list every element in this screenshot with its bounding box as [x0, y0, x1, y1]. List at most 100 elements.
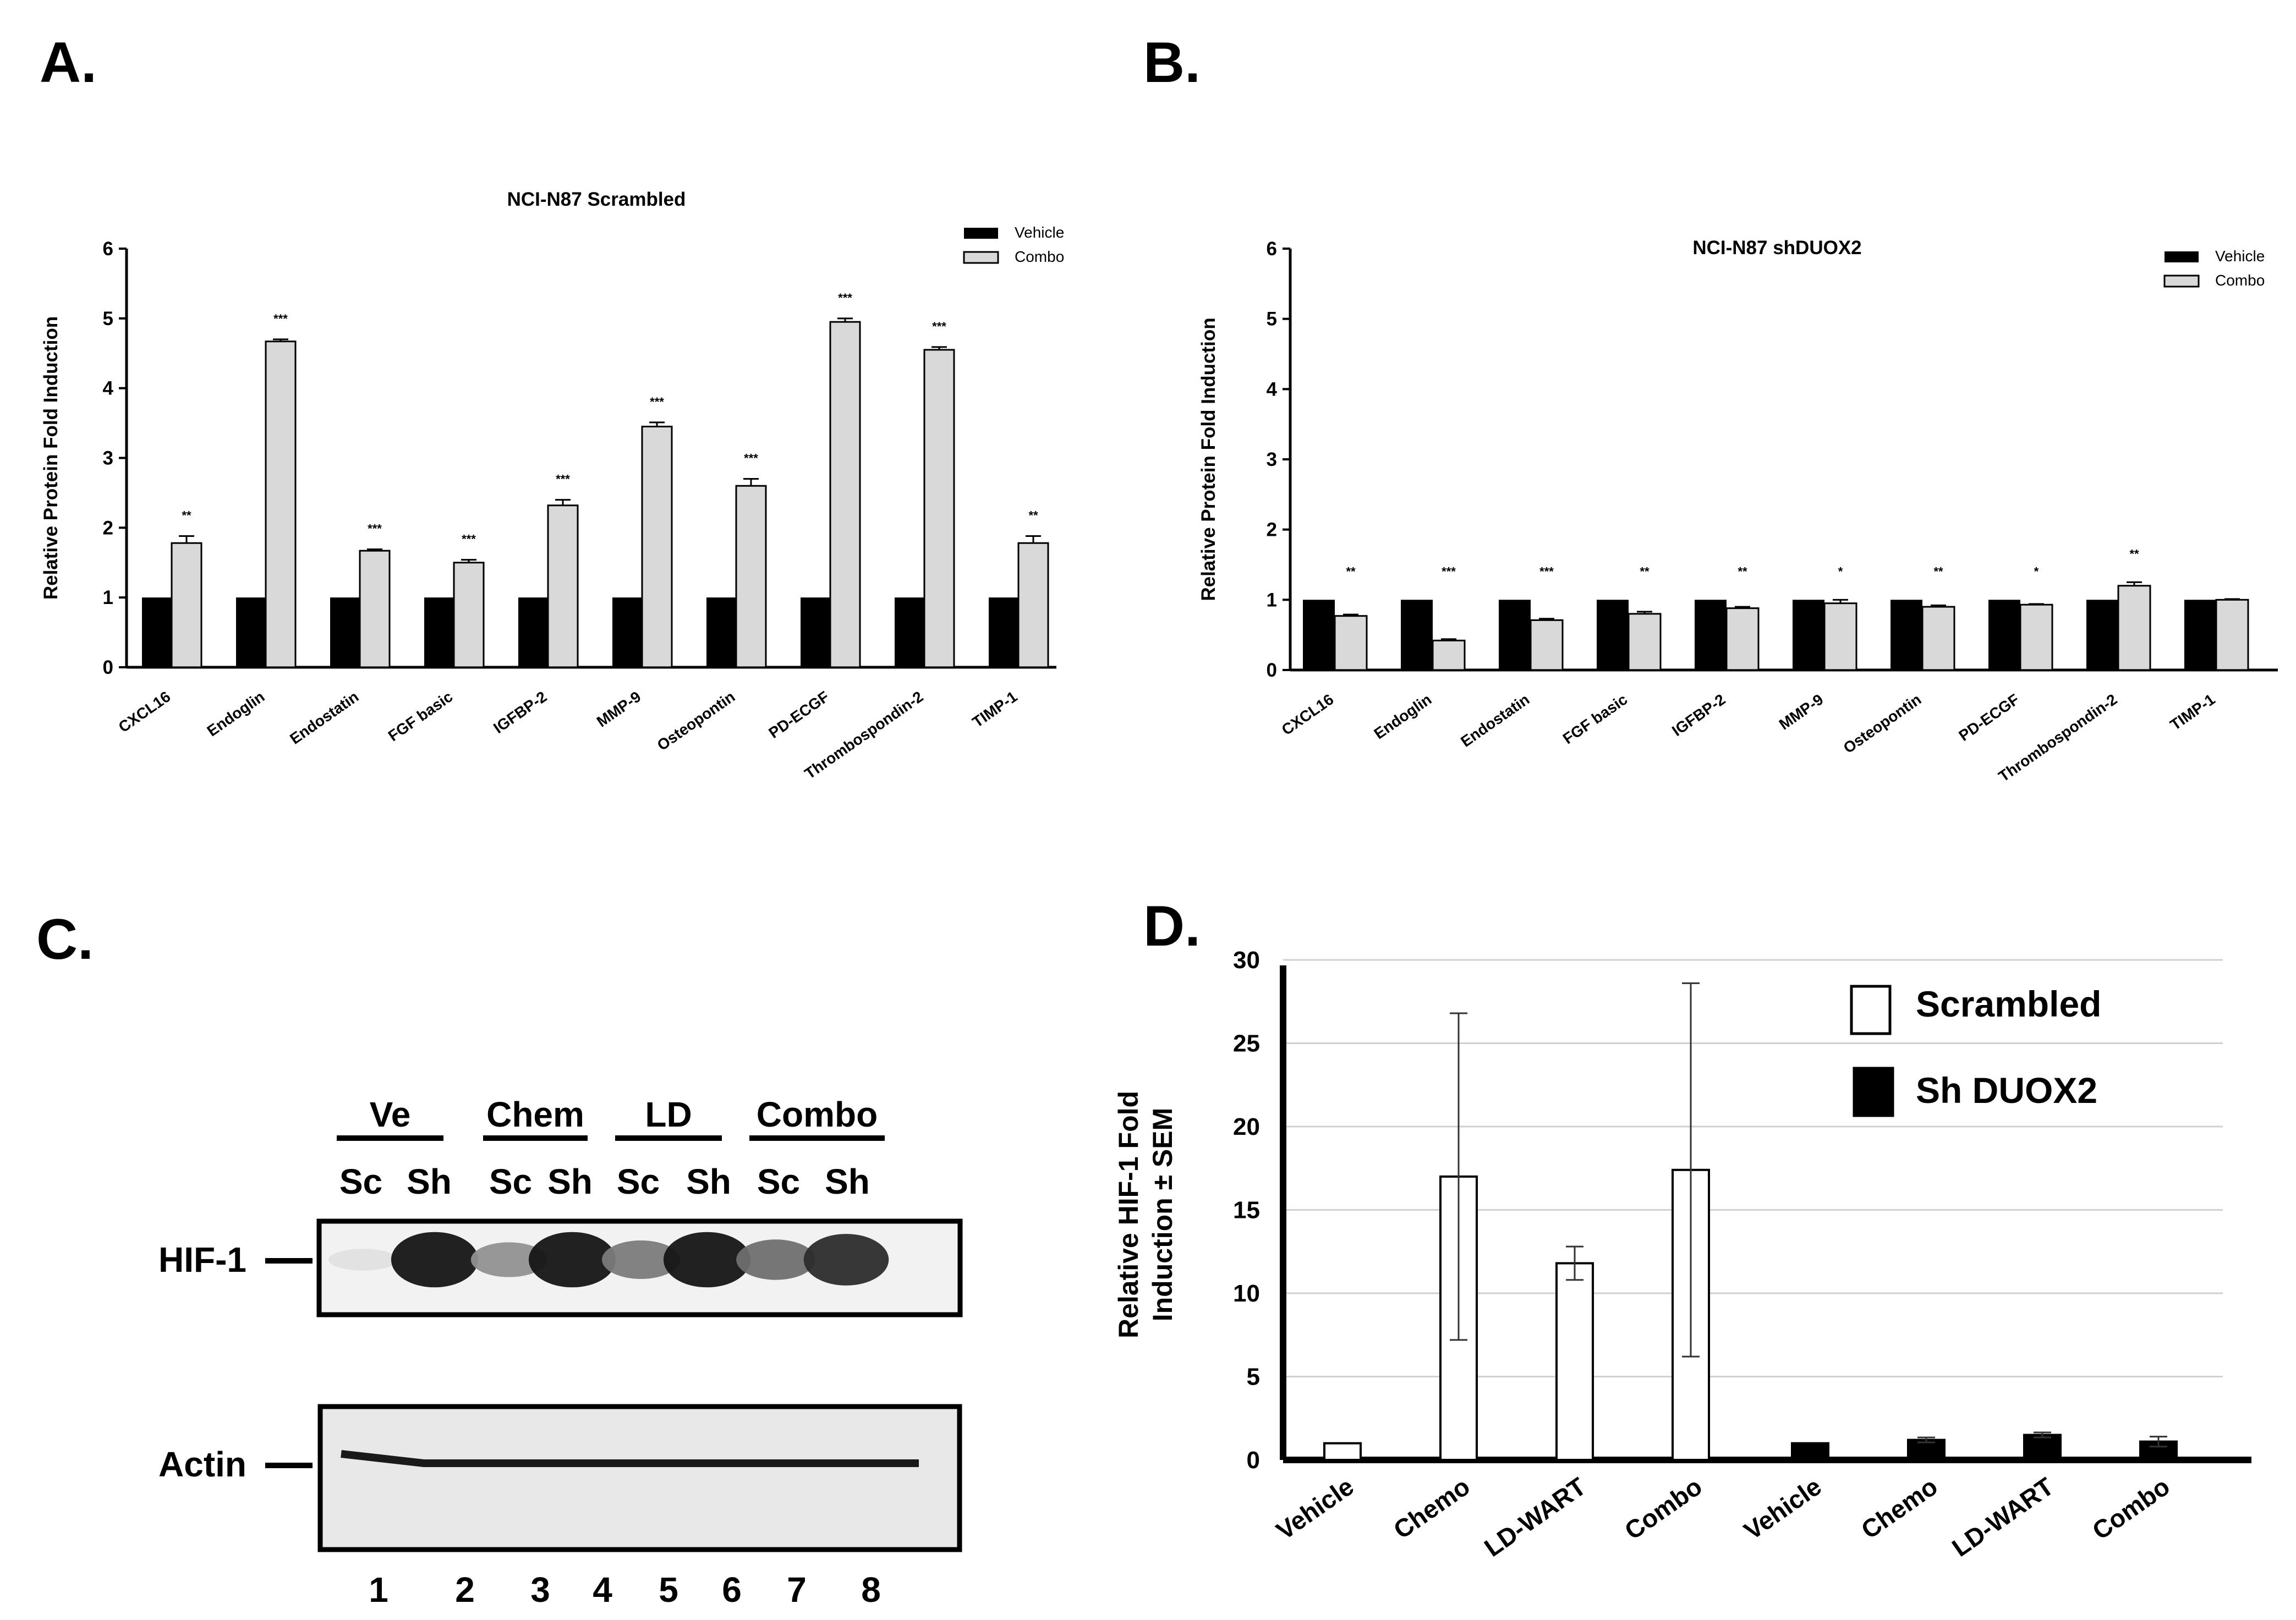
vehicle-bar: [895, 597, 924, 667]
shduox2-bar: [2023, 1434, 2062, 1462]
y-tick-label: 2: [1267, 519, 1277, 541]
legend-label-vehicle: Vehicle: [1015, 224, 1064, 241]
y-tick-label: 4: [1267, 378, 1278, 400]
blot-subgroup-label: Sc: [757, 1162, 800, 1201]
blot-lane-number: 4: [593, 1570, 612, 1610]
vehicle-bar: [1695, 600, 1727, 670]
vehicle-bar: [1793, 600, 1824, 670]
y-tick-label: 15: [1233, 1197, 1260, 1224]
y-tick-label: 2: [103, 517, 113, 539]
y-tick-label: 30: [1233, 947, 1260, 974]
legend-label-combo: Combo: [1015, 248, 1064, 265]
significance-marker: **: [182, 509, 191, 523]
hif1-band: [391, 1232, 479, 1288]
legend-label-vehicle: Vehicle: [2215, 248, 2265, 265]
blot-lane-number: 8: [861, 1570, 881, 1610]
y-tick-label: 5: [1267, 309, 1277, 330]
significance-marker: ***: [556, 473, 570, 486]
significance-marker: ***: [838, 291, 852, 305]
vehicle-bar: [989, 597, 1018, 667]
panel-label-d: D.: [1143, 894, 1201, 958]
significance-marker: **: [1933, 564, 1943, 578]
combo-bar: [1334, 615, 1368, 671]
hif1-band: [736, 1239, 815, 1280]
combo-bar: [2215, 598, 2249, 671]
category-label: Combo: [1619, 1472, 1707, 1545]
category-label: Vehicle: [1271, 1472, 1359, 1546]
y-tick-label: 10: [1233, 1280, 1260, 1307]
blot-subgroup-label: Sh: [547, 1162, 593, 1201]
combo-bar: [453, 562, 485, 668]
category-label: LD-WART: [1479, 1472, 1591, 1562]
blot-group-label: Ve: [370, 1095, 411, 1134]
vehicle-bar: [706, 597, 736, 667]
combo-bar: [1823, 602, 1857, 671]
panel-label-c: C.: [36, 908, 94, 971]
combo-bar: [1628, 613, 1662, 671]
legend-swatch-vehicle: [2165, 251, 2199, 262]
actin-band: [341, 1450, 919, 1467]
hif1-band: [803, 1234, 889, 1286]
combo-bar: [2019, 603, 2053, 671]
vehicle-bar: [330, 597, 360, 667]
blot-subgroup-label: Sh: [686, 1162, 731, 1201]
blot-row-label-actin: Actin: [158, 1445, 246, 1484]
combo-bar: [641, 425, 673, 668]
legend-label-shduox2: Sh DUOX2: [1916, 1070, 2097, 1111]
category-label: LD-WART: [1947, 1472, 2059, 1562]
vehicle-bar: [142, 597, 172, 667]
blot-subgroup-label: Sh: [825, 1162, 870, 1201]
vehicle-bar: [2184, 600, 2216, 670]
combo-bar: [547, 504, 579, 668]
vehicle-bar: [1499, 600, 1531, 670]
scrambled-bar: [1323, 1442, 1362, 1461]
significance-marker: **: [1738, 564, 1747, 578]
y-tick-label: 25: [1233, 1030, 1260, 1057]
vehicle-bar: [1890, 600, 1922, 670]
y-tick-label: 20: [1233, 1113, 1260, 1140]
blot-lane-number: 5: [659, 1570, 678, 1610]
vehicle-bar: [236, 597, 266, 667]
shduox2-bar: [1791, 1442, 1829, 1461]
y-tick-label: 1: [103, 587, 113, 608]
combo-bar: [735, 485, 767, 668]
combo-bar: [265, 341, 297, 668]
blot-lane-number: 3: [530, 1570, 550, 1610]
legend-swatch-shduox2: [1853, 1067, 1894, 1117]
vehicle-bar: [518, 597, 548, 667]
hif1-band: [328, 1249, 398, 1271]
legend-swatch-combo: [2163, 274, 2200, 288]
significance-marker: ***: [1442, 564, 1456, 578]
y-axis-label-line2: Induction ± SEM: [1147, 1108, 1178, 1322]
hif1-band: [602, 1240, 680, 1279]
panel-label-b: B.: [1143, 31, 1201, 95]
combo-bar: [2117, 585, 2151, 671]
hif1-band: [528, 1232, 616, 1288]
category-label: Vehicle: [1739, 1472, 1827, 1546]
blot-subgroup-label: Sh: [407, 1162, 452, 1201]
blot-subgroup-label: Sc: [339, 1162, 382, 1201]
blot-lane-number: 6: [722, 1570, 742, 1610]
y-tick-label: 3: [103, 448, 113, 469]
vehicle-bar: [1597, 600, 1629, 670]
blot-group-label: Combo: [757, 1095, 878, 1134]
blot-row-label-hif1: HIF-1: [158, 1240, 246, 1279]
significance-marker: **: [2129, 547, 2139, 561]
legend-swatch-combo: [963, 251, 999, 264]
combo-bar: [171, 542, 202, 668]
blot-subgroup-label: Sc: [617, 1162, 660, 1201]
combo-bar: [829, 321, 861, 668]
scrambled-bar: [1555, 1262, 1594, 1461]
significance-marker: **: [1640, 564, 1650, 578]
significance-marker: ***: [932, 320, 946, 333]
blot-lane-number: 1: [369, 1570, 388, 1610]
chart-title: NCI-N87 Scrambled: [507, 189, 686, 210]
y-tick-label: 3: [1267, 449, 1277, 470]
blot-lane-number: 7: [787, 1570, 807, 1610]
vehicle-bar: [1303, 600, 1335, 670]
significance-marker: **: [1028, 509, 1038, 523]
